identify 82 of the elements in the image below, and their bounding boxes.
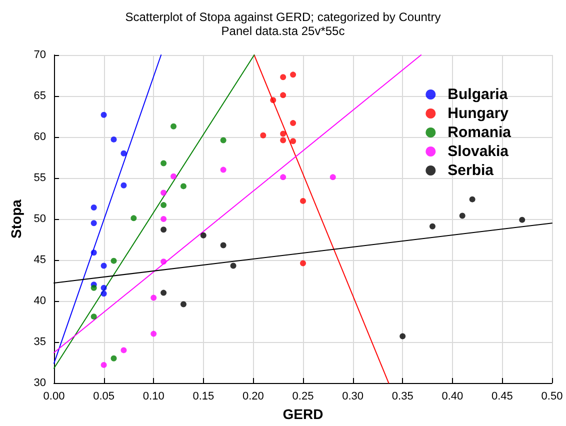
y-axis-title: Stopa [8, 199, 24, 238]
point [160, 216, 167, 222]
point [280, 74, 286, 80]
legend-label: Hungary [448, 105, 510, 122]
point [90, 250, 97, 256]
point [120, 150, 127, 156]
point [130, 215, 137, 222]
legend-label: Serbia [448, 162, 494, 179]
point [469, 196, 476, 202]
y-tick-label: 70 [34, 49, 46, 61]
legend-label: Bulgaria [448, 86, 508, 103]
y-tick-label: 40 [34, 295, 46, 307]
y-tick-label: 35 [34, 336, 46, 348]
point [110, 355, 117, 362]
point [280, 130, 286, 137]
point [270, 97, 276, 104]
point [290, 72, 296, 78]
point [459, 212, 466, 219]
point [170, 123, 177, 130]
y-tick-label: 55 [34, 172, 46, 184]
x-tick-label: 0.05 [93, 390, 115, 402]
x-tick-label: 0.20 [242, 390, 264, 402]
point [160, 290, 167, 296]
point [300, 198, 306, 204]
chart-title: Scatterplot of Stopa against GERD; categorized by Country [125, 10, 441, 24]
point [90, 204, 97, 211]
point [200, 232, 206, 238]
x-tick-label: 0.10 [142, 390, 164, 402]
point [230, 262, 236, 269]
point [180, 301, 186, 308]
point [220, 137, 226, 144]
x-tick-label: 0.50 [541, 390, 563, 402]
point [280, 92, 286, 98]
point [110, 258, 117, 264]
point [400, 333, 406, 340]
legend-label: Romania [448, 124, 512, 141]
point [170, 173, 177, 180]
x-tick-label: 0.35 [392, 390, 414, 402]
point [220, 242, 226, 248]
x-tick-label: 0.25 [292, 390, 314, 402]
point [100, 284, 107, 291]
point [100, 262, 107, 269]
point [330, 174, 336, 180]
point [150, 330, 157, 337]
point [160, 160, 167, 166]
x-tick-label: 0.30 [342, 390, 364, 402]
point [519, 216, 526, 223]
point [280, 174, 286, 180]
point [100, 112, 107, 118]
point [160, 202, 167, 208]
legend-label: Slovakia [448, 143, 510, 160]
point [100, 290, 107, 297]
x-tick-label: 0.15 [192, 390, 214, 402]
point [120, 182, 127, 188]
point [160, 226, 167, 233]
point [150, 294, 157, 301]
point [90, 220, 97, 226]
y-tick-label: 65 [34, 90, 46, 102]
point [110, 136, 117, 142]
y-tick-label: 45 [34, 254, 46, 266]
point [290, 120, 296, 126]
x-axis-title: GERD [282, 406, 324, 422]
point [90, 314, 97, 320]
x-tick-label: 0.00 [43, 390, 65, 402]
point [160, 190, 167, 196]
point [160, 258, 167, 265]
chart-subtitle: Panel data.sta 25v*55c [221, 24, 345, 38]
x-tick-label: 0.45 [491, 390, 513, 402]
point [120, 347, 127, 354]
point [220, 166, 226, 173]
point [180, 183, 186, 190]
y-tick-label: 50 [34, 213, 46, 225]
point [260, 132, 266, 138]
point [90, 284, 97, 291]
y-tick-label: 60 [34, 131, 46, 143]
point [290, 138, 296, 144]
point [280, 137, 286, 144]
y-tick-label: 30 [34, 377, 46, 389]
x-tick-label: 0.40 [442, 390, 464, 402]
point [429, 223, 436, 230]
point [300, 260, 306, 266]
point [100, 362, 107, 368]
